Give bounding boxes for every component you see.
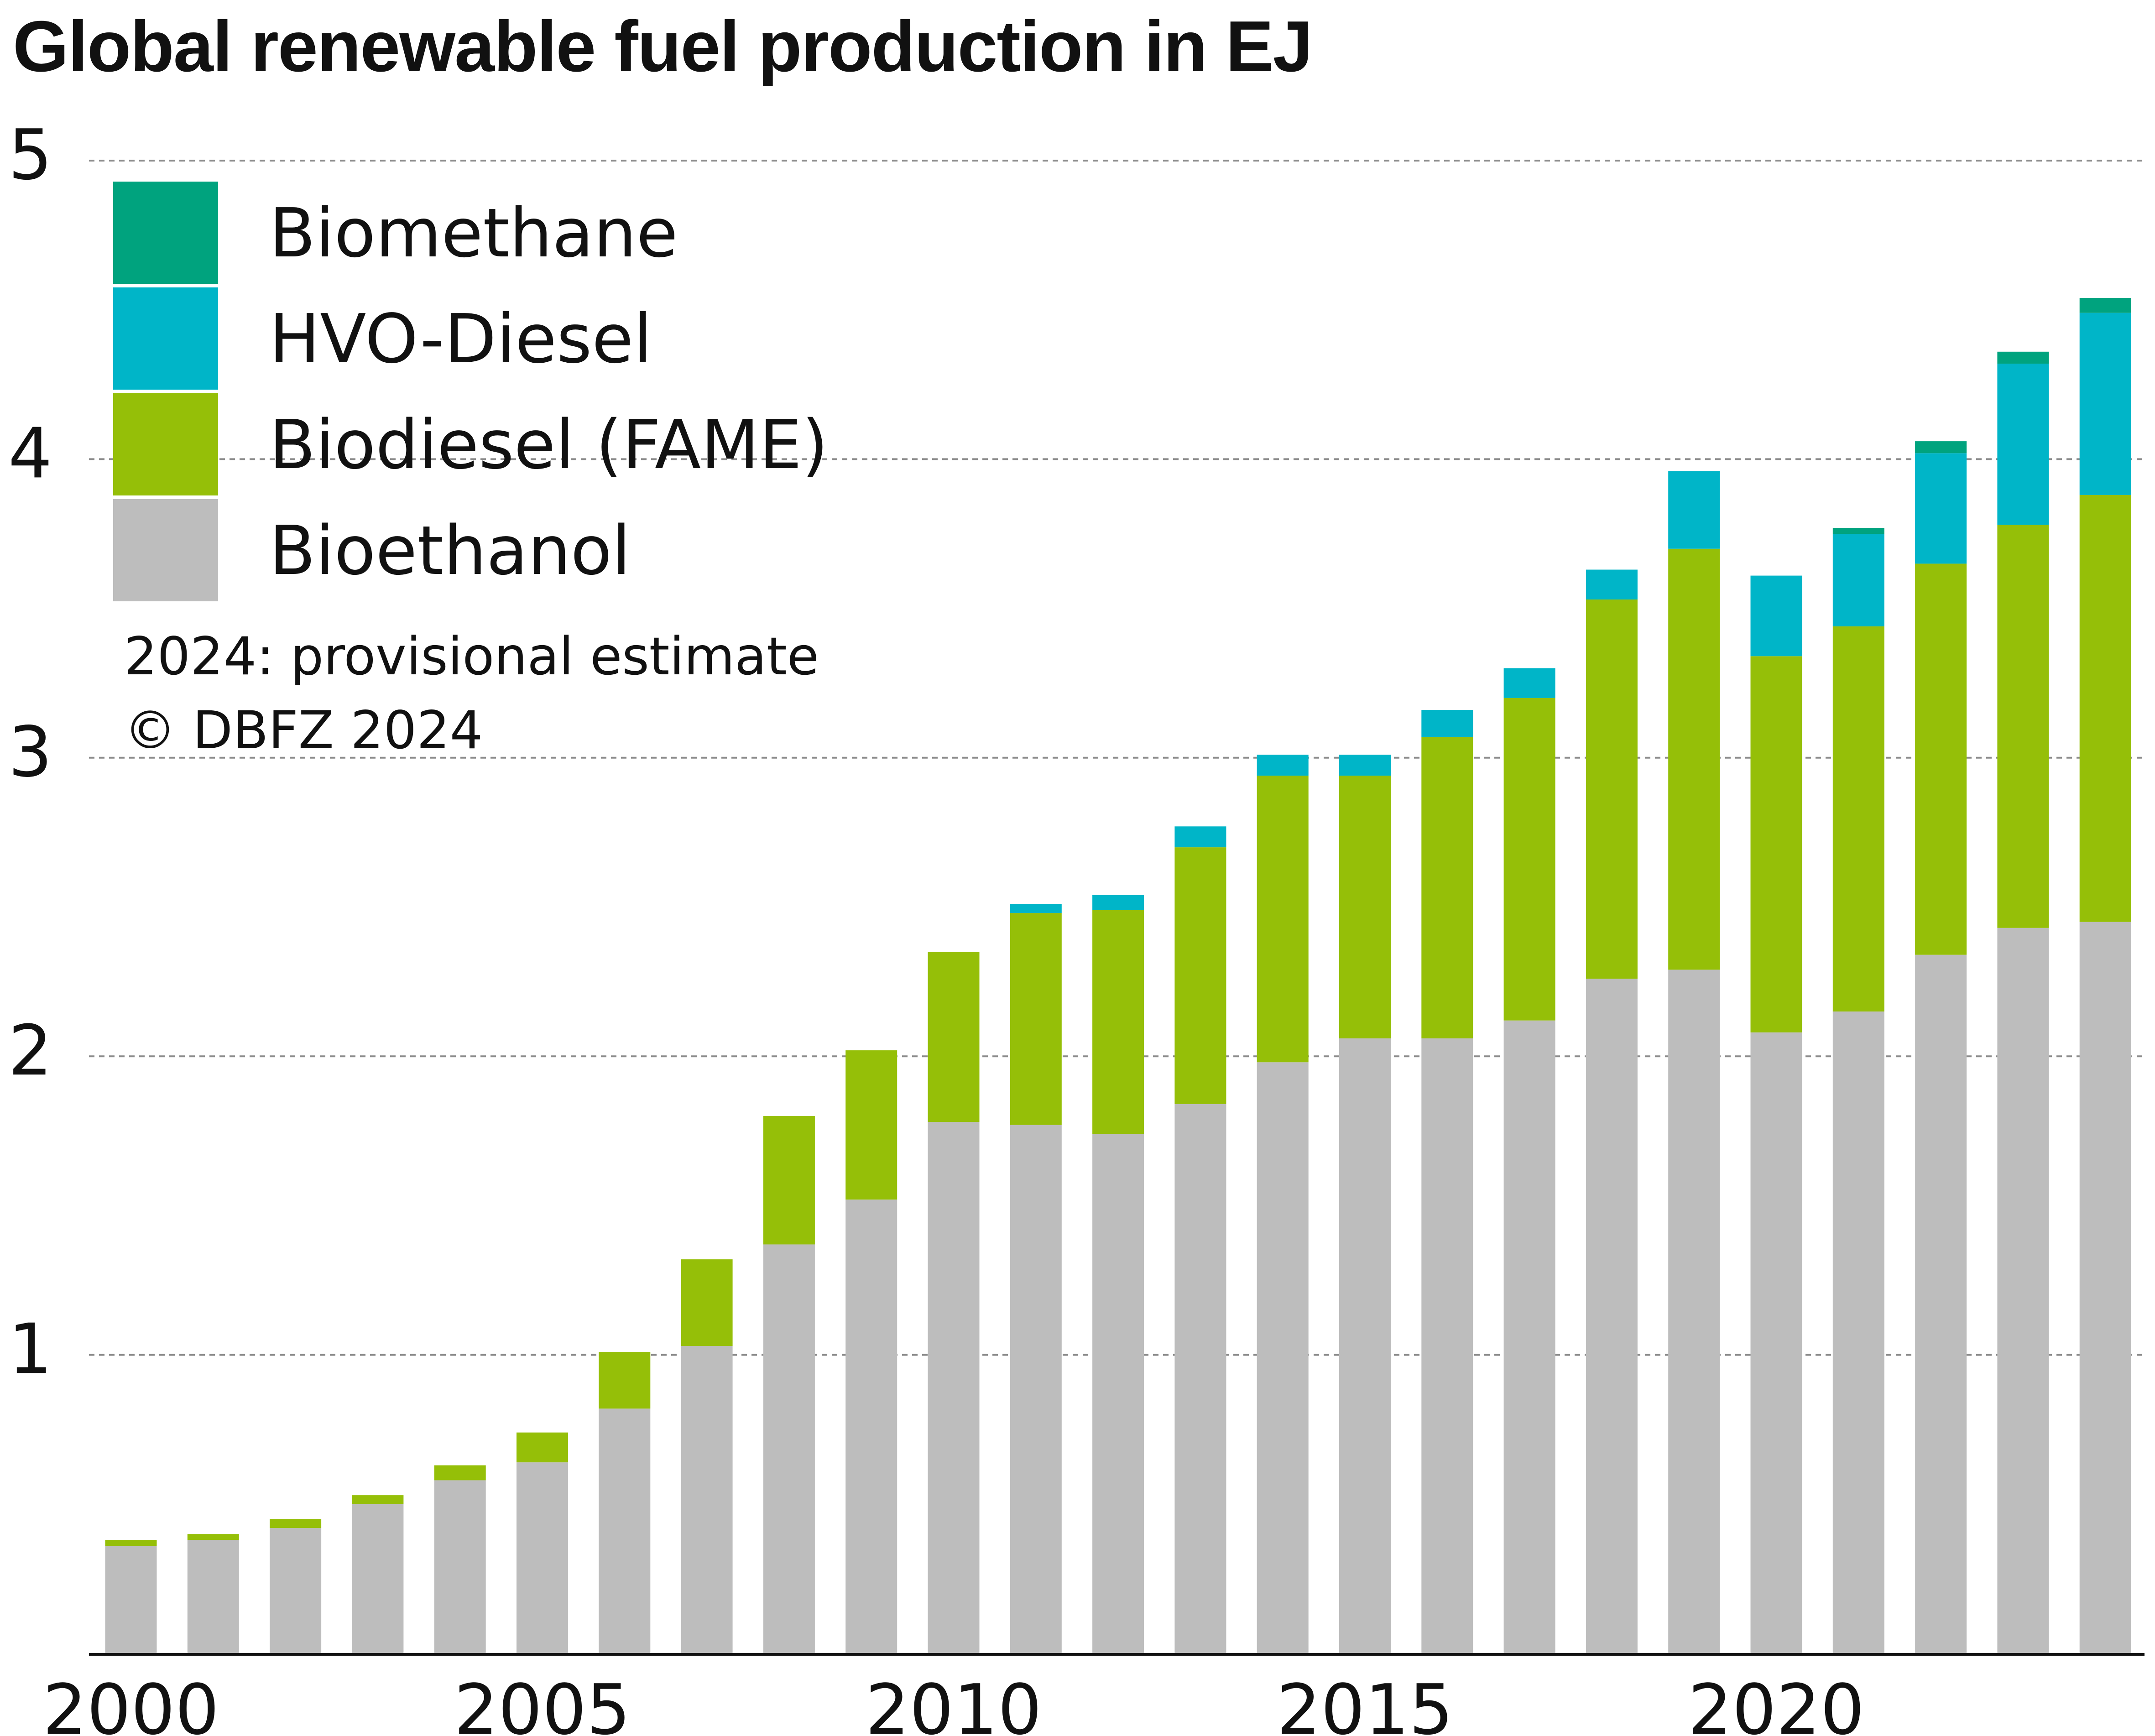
bar-segment bbox=[434, 1465, 486, 1481]
legend-label: Biomethane bbox=[269, 194, 678, 272]
bar-segment bbox=[681, 1346, 733, 1653]
bar-segment bbox=[2080, 313, 2131, 495]
bar-segment bbox=[1833, 626, 1884, 1011]
bar-segment bbox=[599, 1352, 650, 1408]
bar-segment bbox=[188, 1540, 239, 1653]
y-tick-label: 2 bbox=[8, 1010, 52, 1091]
bar-segment bbox=[2080, 298, 2131, 313]
legend-swatch bbox=[113, 499, 218, 601]
bar-segment bbox=[352, 1504, 403, 1653]
bar-segment bbox=[763, 1116, 815, 1244]
copyright-note: © DBFZ 2024 bbox=[124, 700, 483, 761]
bar-segment bbox=[270, 1519, 321, 1528]
bar-segment bbox=[1915, 563, 1967, 954]
bar-segment bbox=[1833, 1011, 1884, 1653]
provisional-note: 2024: provisional estimate bbox=[124, 626, 819, 687]
bar-segment bbox=[928, 1122, 980, 1653]
bar-segment bbox=[928, 952, 980, 1122]
bar-segment bbox=[1668, 549, 1720, 970]
y-tick-label: 1 bbox=[8, 1309, 52, 1390]
legend-swatch bbox=[113, 182, 218, 284]
bar-segment bbox=[105, 1540, 157, 1546]
bar-segment bbox=[1339, 1038, 1391, 1653]
y-tick-label: 4 bbox=[8, 413, 52, 494]
bar-segment bbox=[1339, 755, 1391, 776]
bar-segment bbox=[1092, 895, 1144, 910]
bar-segment bbox=[599, 1408, 650, 1653]
x-tick-label: 2000 bbox=[43, 1669, 219, 1736]
bar-segment bbox=[1833, 528, 1884, 534]
legend-swatch bbox=[113, 287, 218, 390]
bar-segment bbox=[1010, 1125, 1062, 1653]
y-tick-label: 3 bbox=[8, 712, 52, 792]
bar-segment bbox=[434, 1480, 486, 1653]
legend-label: Bioethanol bbox=[269, 511, 631, 590]
bar-segment bbox=[1668, 471, 1720, 549]
bar-segment bbox=[1586, 979, 1638, 1653]
legend-label: Biodiesel (FAME) bbox=[269, 406, 828, 484]
bar-segment bbox=[1997, 352, 2049, 364]
y-tick-label: 5 bbox=[8, 115, 52, 195]
bar-segment bbox=[763, 1244, 815, 1653]
bar-segment bbox=[1092, 1134, 1144, 1653]
bar-segment bbox=[1997, 525, 2049, 928]
bar-segment bbox=[1010, 904, 1062, 913]
bar-segment bbox=[1833, 534, 1884, 626]
bar-segment bbox=[1751, 1032, 1802, 1653]
bar-segment bbox=[2080, 922, 2131, 1653]
x-tick-label: 2010 bbox=[866, 1669, 1042, 1736]
bar-segment bbox=[1257, 755, 1309, 776]
bar-segment bbox=[1339, 776, 1391, 1038]
x-tick-label: 2020 bbox=[1688, 1669, 1865, 1736]
bar-segment bbox=[1915, 453, 1967, 563]
bar-segment bbox=[1010, 913, 1062, 1125]
bar-segment bbox=[1915, 441, 1967, 453]
bar-segment bbox=[845, 1050, 897, 1199]
bars bbox=[105, 298, 2131, 1653]
bar-segment bbox=[517, 1433, 568, 1462]
bar-segment bbox=[1421, 737, 1473, 1038]
bar-segment bbox=[1421, 1038, 1473, 1653]
bar-segment bbox=[1504, 668, 1555, 698]
stacked-bar-chart: 1 2 3 4 5 2000 2005 2010 2015 2020 Biomethane HVO-… bbox=[0, 0, 2155, 1736]
bar-segment bbox=[1257, 776, 1309, 1062]
bar-segment bbox=[352, 1495, 403, 1504]
bar-segment bbox=[1504, 1021, 1555, 1653]
bar-segment bbox=[1997, 928, 2049, 1653]
bar-segment bbox=[1751, 656, 1802, 1032]
bar-segment bbox=[1092, 910, 1144, 1134]
bar-segment bbox=[1421, 710, 1473, 737]
x-tick-label: 2015 bbox=[1277, 1669, 1453, 1736]
bar-segment bbox=[1586, 600, 1638, 979]
bar-segment bbox=[1668, 970, 1720, 1653]
bar-segment bbox=[845, 1199, 897, 1653]
bar-segment bbox=[188, 1534, 239, 1540]
bar-segment bbox=[1915, 955, 1967, 1653]
legend-label: HVO-Diesel bbox=[269, 300, 652, 378]
bar-segment bbox=[1257, 1062, 1309, 1653]
bar-segment bbox=[2080, 495, 2131, 922]
x-tick-label: 2005 bbox=[454, 1669, 631, 1736]
notes: 2024: provisional estimate © DBFZ 2024 bbox=[124, 626, 819, 761]
legend: Biomethane HVO-Diesel Biodiesel (FAME) Bioe… bbox=[113, 182, 828, 601]
bar-segment bbox=[105, 1546, 157, 1653]
bar-segment bbox=[517, 1462, 568, 1653]
bar-segment bbox=[1997, 364, 2049, 525]
bar-segment bbox=[1586, 570, 1638, 600]
bar-segment bbox=[1174, 1104, 1226, 1653]
bar-segment bbox=[270, 1528, 321, 1653]
bar-segment bbox=[1174, 847, 1226, 1104]
bar-segment bbox=[1504, 698, 1555, 1021]
bar-segment bbox=[1751, 576, 1802, 657]
legend-swatch bbox=[113, 393, 218, 495]
bar-segment bbox=[1174, 826, 1226, 847]
bar-segment bbox=[681, 1259, 733, 1346]
